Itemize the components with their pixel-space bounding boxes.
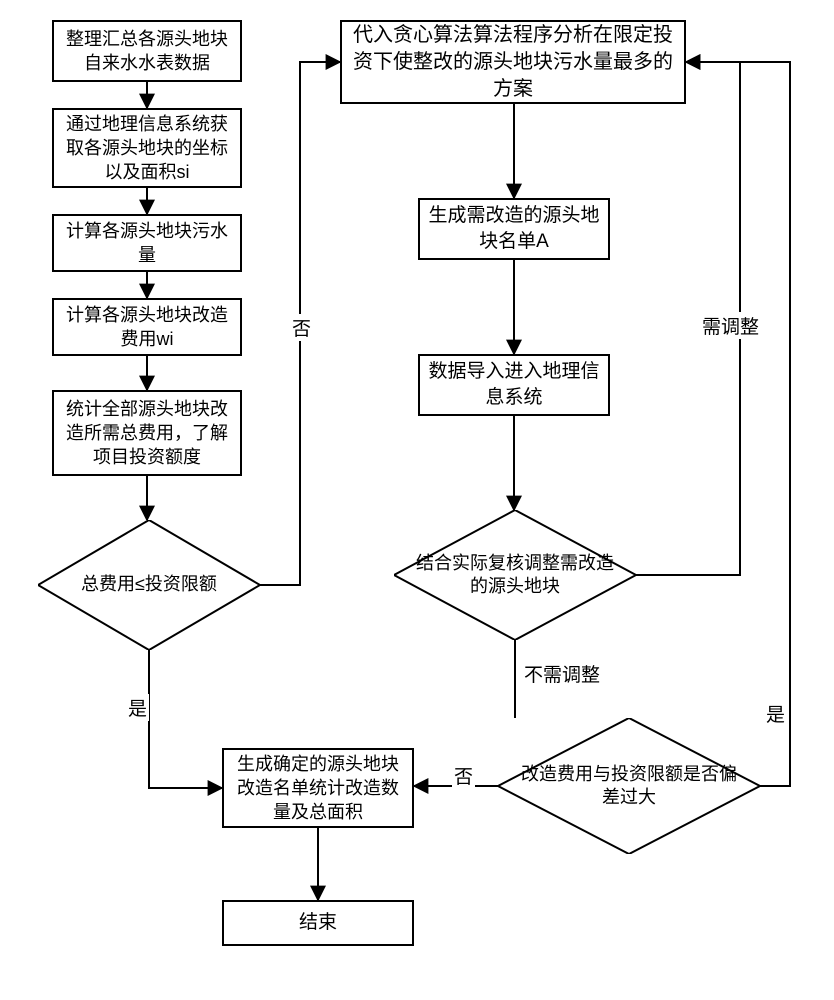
edge-label-l_no1: 否 [290,314,313,341]
node-n3: 计算各源头地块污水量 [52,214,242,272]
edge-label-l_no2: 否 [452,762,475,789]
node-n1: 整理汇总各源头地块自来水水表数据 [52,20,242,82]
node-n7: 生成需改造的源头地块名单A [418,198,610,260]
edge-label-l_yes2: 是 [764,700,787,727]
node-n10: 结束 [222,900,414,946]
edge-label-l_noadj: 不需调整 [522,660,602,687]
node-n9: 生成确定的源头地块改造名单统计改造数量及总面积 [222,748,414,828]
node-n5: 统计全部源头地块改造所需总费用，了解项目投资额度 [52,390,242,476]
node-n2: 通过地理信息系统获取各源头地块的坐标以及面积si [52,108,242,188]
node-d2: 结合实际复核调整需改造的源头地块 [394,510,636,640]
node-n6: 代入贪心算法算法程序分析在限定投资下使整改的源头地块污水量最多的方案 [340,20,686,104]
flowchart-canvas: 整理汇总各源头地块自来水水表数据通过地理信息系统获取各源头地块的坐标以及面积si… [0,0,834,1000]
edge-e14 [686,62,790,786]
edge-e7 [149,650,222,788]
node-n8: 数据导入进入地理信息系统 [418,354,610,416]
node-label-d2: 结合实际复核调整需改造的源头地块 [394,510,636,640]
node-label-d3: 改造费用与投资限额是否偏差过大 [498,718,760,854]
node-d3: 改造费用与投资限额是否偏差过大 [498,718,760,854]
node-n4: 计算各源头地块改造费用wi [52,298,242,356]
node-label-d1: 总费用≤投资限额 [38,520,260,650]
edge-label-l_adj: 需调整 [700,312,761,339]
node-d1: 总费用≤投资限额 [38,520,260,650]
edge-label-l_yes1: 是 [126,694,149,721]
